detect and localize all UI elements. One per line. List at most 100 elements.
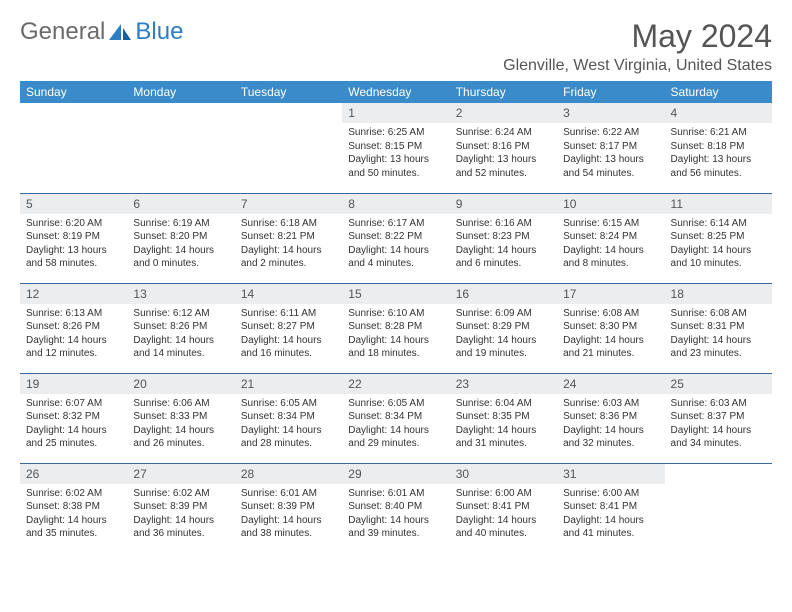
daylight-line: Daylight: 14 hours and 39 minutes. — [348, 514, 443, 541]
sunset-line: Sunset: 8:24 PM — [563, 230, 658, 244]
day-cell: 9Sunrise: 6:16 AMSunset: 8:23 PMDaylight… — [450, 193, 557, 283]
daylight-line: Daylight: 14 hours and 26 minutes. — [133, 424, 228, 451]
day-cell: 18Sunrise: 6:08 AMSunset: 8:31 PMDayligh… — [665, 283, 772, 373]
daylight-line: Daylight: 14 hours and 40 minutes. — [456, 514, 551, 541]
title-block: May 2024 Glenville, West Virginia, Unite… — [503, 18, 772, 75]
sunset-line: Sunset: 8:32 PM — [26, 410, 121, 424]
daylight-line: Daylight: 14 hours and 21 minutes. — [563, 334, 658, 361]
day-cell: 12Sunrise: 6:13 AMSunset: 8:26 PMDayligh… — [20, 283, 127, 373]
day-cell: 6Sunrise: 6:19 AMSunset: 8:20 PMDaylight… — [127, 193, 234, 283]
daylight-line: Daylight: 14 hours and 8 minutes. — [563, 244, 658, 271]
sunrise-line: Sunrise: 6:16 AM — [456, 217, 551, 231]
sunrise-line: Sunrise: 6:02 AM — [26, 487, 121, 501]
sunset-line: Sunset: 8:33 PM — [133, 410, 228, 424]
daylight-line: Daylight: 14 hours and 41 minutes. — [563, 514, 658, 541]
day-number: 5 — [20, 194, 127, 214]
day-number: 20 — [127, 374, 234, 394]
day-number: 7 — [235, 194, 342, 214]
sunrise-line: Sunrise: 6:20 AM — [26, 217, 121, 231]
day-number: 11 — [665, 194, 772, 214]
daylight-line: Daylight: 14 hours and 16 minutes. — [241, 334, 336, 361]
sunrise-line: Sunrise: 6:14 AM — [671, 217, 766, 231]
sunset-line: Sunset: 8:40 PM — [348, 500, 443, 514]
day-cell: 20 Sunrise: 6:06 AMSunset: 8:33 PMDayligh… — [127, 373, 234, 463]
day-number: 18 — [665, 284, 772, 304]
sunrise-line: Sunrise: 6:05 AM — [348, 397, 443, 411]
daylight-line: Daylight: 13 hours and 50 minutes. — [348, 153, 443, 180]
day-cell: 27Sunrise: 6:02 AMSunset: 8:39 PMDayligh… — [127, 463, 234, 553]
day-number: 27 — [127, 464, 234, 484]
sunset-line: Sunset: 8:26 PM — [26, 320, 121, 334]
sunset-line: Sunset: 8:17 PM — [563, 140, 658, 154]
day-cell: 24 Sunrise: 6:03 AMSunset: 8:36 PMDayligh… — [557, 373, 664, 463]
sunset-line: Sunset: 8:29 PM — [456, 320, 551, 334]
day-cell: 16Sunrise: 6:09 AMSunset: 8:29 PMDayligh… — [450, 283, 557, 373]
sunrise-line: Sunrise: 6:12 AM — [133, 307, 228, 321]
day-cell: 23Sunrise: 6:04 AMSunset: 8:35 PMDayligh… — [450, 373, 557, 463]
sunrise-line: Sunrise: 6:21 AM — [671, 126, 766, 140]
day-number: 29 — [342, 464, 449, 484]
sunrise-line: Sunrise: 6:24 AM — [456, 126, 551, 140]
sunset-line: Sunset: 8:20 PM — [133, 230, 228, 244]
day-number: 15 — [342, 284, 449, 304]
day-cell: 31Sunrise: 6:00 AMSunset: 8:41 PMDayligh… — [557, 463, 664, 553]
sunset-line: Sunset: 8:34 PM — [241, 410, 336, 424]
day-cell: 22Sunrise: 6:05 AMSunset: 8:34 PMDayligh… — [342, 373, 449, 463]
sunrise-line: Sunrise: 6:03 AM — [563, 397, 658, 411]
day-number: 28 — [235, 464, 342, 484]
sunrise-line: Sunrise: 6:17 AM — [348, 217, 443, 231]
sunset-line: Sunset: 8:36 PM — [563, 410, 658, 424]
sunset-line: Sunset: 8:21 PM — [241, 230, 336, 244]
daylight-line: Daylight: 14 hours and 35 minutes. — [26, 514, 121, 541]
day-number: 4 — [665, 103, 772, 123]
day-number: 22 — [342, 374, 449, 394]
sunrise-line: Sunrise: 6:05 AM — [241, 397, 336, 411]
month-title: May 2024 — [503, 18, 772, 55]
weekday-header: Friday — [557, 81, 664, 103]
day-number: 9 — [450, 194, 557, 214]
daylight-line: Daylight: 14 hours and 19 minutes. — [456, 334, 551, 361]
day-number: 24 — [557, 374, 664, 394]
logo-sail-icon — [107, 22, 133, 42]
day-number: 19 — [20, 374, 127, 394]
daylight-line: Daylight: 14 hours and 28 minutes. — [241, 424, 336, 451]
sunset-line: Sunset: 8:41 PM — [563, 500, 658, 514]
daylight-line: Daylight: 14 hours and 23 minutes. — [671, 334, 766, 361]
daylight-line: Daylight: 13 hours and 56 minutes. — [671, 153, 766, 180]
sunset-line: Sunset: 8:23 PM — [456, 230, 551, 244]
sunset-line: Sunset: 8:15 PM — [348, 140, 443, 154]
daylight-line: Daylight: 14 hours and 14 minutes. — [133, 334, 228, 361]
sunset-line: Sunset: 8:28 PM — [348, 320, 443, 334]
weekday-header: Tuesday — [235, 81, 342, 103]
sunrise-line: Sunrise: 6:03 AM — [671, 397, 766, 411]
daylight-line: Daylight: 14 hours and 38 minutes. — [241, 514, 336, 541]
day-number: 25 — [665, 374, 772, 394]
sunrise-line: Sunrise: 6:08 AM — [563, 307, 658, 321]
sunrise-line: Sunrise: 6:06 AM — [133, 397, 228, 411]
location: Glenville, West Virginia, United States — [503, 57, 772, 75]
day-cell: 21 Sunrise: 6:05 AMSunset: 8:34 PMDayligh… — [235, 373, 342, 463]
day-number: 12 — [20, 284, 127, 304]
sunset-line: Sunset: 8:19 PM — [26, 230, 121, 244]
weekday-header: Sunday — [20, 81, 127, 103]
daylight-line: Daylight: 14 hours and 29 minutes. — [348, 424, 443, 451]
day-number: 14 — [235, 284, 342, 304]
calendar-head: SundayMondayTuesdayWednesdayThursdayFrid… — [20, 81, 772, 103]
sunset-line: Sunset: 8:16 PM — [456, 140, 551, 154]
daylight-line: Daylight: 13 hours and 58 minutes. — [26, 244, 121, 271]
daylight-line: Daylight: 14 hours and 32 minutes. — [563, 424, 658, 451]
daylight-line: Daylight: 14 hours and 31 minutes. — [456, 424, 551, 451]
day-cell: 17Sunrise: 6:08 AMSunset: 8:30 PMDayligh… — [557, 283, 664, 373]
calendar-row: ...1Sunrise: 6:25 AMSunset: 8:15 PMDayli… — [20, 103, 772, 193]
empty-cell: . — [665, 463, 772, 553]
day-number: 23 — [450, 374, 557, 394]
sunset-line: Sunset: 8:18 PM — [671, 140, 766, 154]
daylight-line: Daylight: 14 hours and 36 minutes. — [133, 514, 228, 541]
calendar-row: 12Sunrise: 6:13 AMSunset: 8:26 PMDayligh… — [20, 283, 772, 373]
weekday-header: Wednesday — [342, 81, 449, 103]
logo: General Blue — [20, 18, 183, 46]
day-number: 21 — [235, 374, 342, 394]
day-number: 3 — [557, 103, 664, 123]
sunset-line: Sunset: 8:37 PM — [671, 410, 766, 424]
sunrise-line: Sunrise: 6:00 AM — [563, 487, 658, 501]
